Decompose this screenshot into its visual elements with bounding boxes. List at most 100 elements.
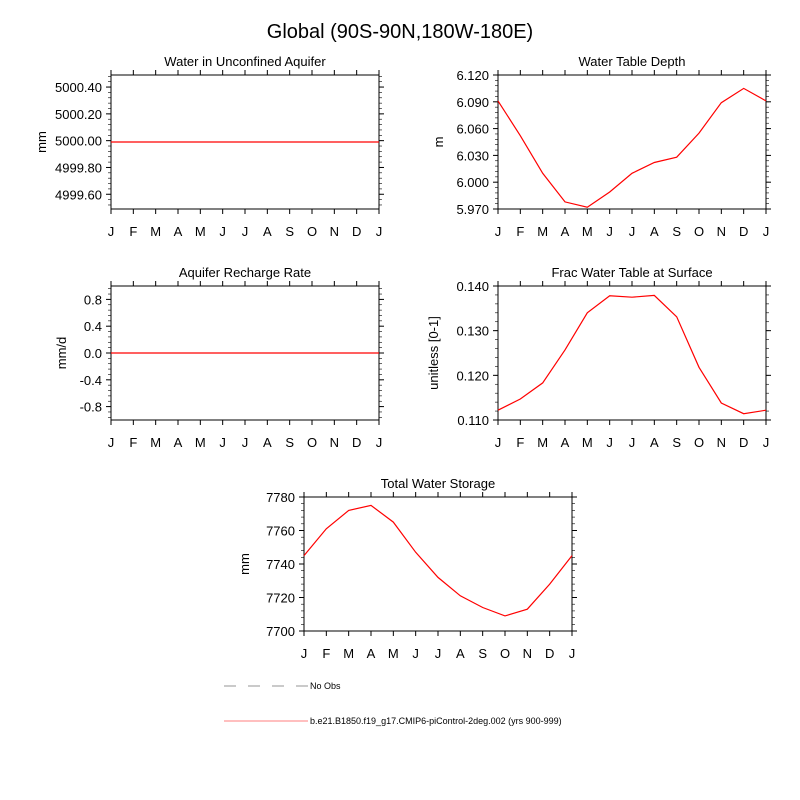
x-tick-label: N	[330, 435, 339, 450]
x-tick-label: M	[582, 224, 593, 239]
y-tick-label: 0.140	[456, 279, 489, 294]
figure-title: Global (90S-90N,180W-180E)	[267, 21, 533, 43]
legend: No Obs b.e21.B1850.f19_g17.CMIP6-piContr…	[224, 681, 562, 726]
x-tick-label: D	[739, 224, 748, 239]
y-axis-label: mm	[34, 131, 49, 153]
plot-frame	[497, 285, 767, 421]
y-tick-label: 0.0	[84, 346, 102, 361]
y-tick-label: 7780	[266, 490, 295, 505]
x-tick-label: J	[301, 646, 308, 661]
x-tick-label: O	[500, 646, 510, 661]
x-tick-label: O	[307, 224, 317, 239]
x-tick-label: J	[108, 224, 115, 239]
x-tick-label: N	[717, 224, 726, 239]
series-line	[497, 87, 767, 208]
x-tick-label: F	[129, 435, 137, 450]
y-tick-label: -0.8	[80, 400, 102, 415]
y-axis-label: mm/d	[54, 337, 69, 370]
x-tick-label: M	[582, 435, 593, 450]
x-tick-label: J	[219, 435, 226, 450]
x-tick-label: A	[174, 224, 183, 239]
y-tick-label: 4999.60	[55, 187, 102, 202]
x-tick-label: F	[516, 224, 524, 239]
y-tick-label: 6.060	[456, 122, 489, 137]
y-tick-label: 6.030	[456, 148, 489, 163]
y-tick-label: 6.120	[456, 68, 489, 83]
x-tick-label: O	[694, 435, 704, 450]
y-axis-label: mm	[237, 553, 252, 575]
x-tick-label: J	[763, 224, 770, 239]
y-axis-label: unitless [0-1]	[426, 316, 441, 390]
series-line	[497, 294, 767, 415]
y-tick-label: 6.000	[456, 175, 489, 190]
series-line	[303, 504, 573, 617]
x-tick-label: A	[456, 646, 465, 661]
y-tick-label: 4999.80	[55, 160, 102, 175]
x-tick-label: D	[352, 435, 361, 450]
x-tick-label: M	[537, 224, 548, 239]
y-tick-label: 5000.00	[55, 134, 102, 149]
x-tick-label: A	[561, 224, 570, 239]
x-tick-label: M	[343, 646, 354, 661]
x-tick-label: O	[694, 224, 704, 239]
x-tick-label: J	[242, 224, 249, 239]
y-tick-label: 7760	[266, 524, 295, 539]
y-tick-label: 7720	[266, 591, 295, 606]
y-tick-label: 6.090	[456, 95, 489, 110]
x-tick-label: M	[195, 224, 206, 239]
x-tick-label: S	[672, 435, 681, 450]
x-tick-label: F	[129, 224, 137, 239]
x-tick-label: N	[717, 435, 726, 450]
y-tick-label: 5.970	[456, 202, 489, 217]
x-tick-label: M	[195, 435, 206, 450]
x-tick-label: O	[307, 435, 317, 450]
x-tick-label: A	[650, 224, 659, 239]
x-tick-label: J	[606, 435, 613, 450]
legend-label-model: b.e21.B1850.f19_g17.CMIP6-piControl-2deg…	[310, 716, 562, 726]
x-tick-label: M	[150, 224, 161, 239]
x-tick-label: A	[263, 435, 272, 450]
legend-label-no-obs: No Obs	[310, 681, 341, 691]
x-tick-label: A	[263, 224, 272, 239]
x-tick-label: J	[412, 646, 419, 661]
plot-frame	[497, 74, 767, 210]
y-tick-label: 7740	[266, 557, 295, 572]
x-tick-label: M	[388, 646, 399, 661]
x-tick-label: J	[376, 224, 383, 239]
panel-title: Water in Unconfined Aquifer	[164, 54, 326, 69]
y-tick-label: 5000.20	[55, 107, 102, 122]
x-tick-label: J	[763, 435, 770, 450]
x-tick-label: N	[523, 646, 532, 661]
x-tick-label: M	[537, 435, 548, 450]
y-tick-label: 0.4	[84, 319, 102, 334]
x-tick-label: D	[545, 646, 554, 661]
x-tick-label: M	[150, 435, 161, 450]
x-tick-label: S	[672, 224, 681, 239]
x-tick-label: J	[495, 224, 502, 239]
x-tick-label: J	[376, 435, 383, 450]
x-tick-label: S	[478, 646, 487, 661]
x-tick-label: J	[242, 435, 249, 450]
y-axis-label: m	[431, 137, 446, 148]
x-tick-label: F	[516, 435, 524, 450]
panel-title: Water Table Depth	[579, 54, 686, 69]
x-tick-label: J	[495, 435, 502, 450]
x-tick-label: A	[174, 435, 183, 450]
x-tick-label: F	[322, 646, 330, 661]
x-tick-label: S	[285, 435, 294, 450]
x-tick-label: S	[285, 224, 294, 239]
plot-frame	[303, 496, 573, 632]
x-tick-label: N	[330, 224, 339, 239]
x-tick-label: D	[352, 224, 361, 239]
y-tick-label: 0.120	[456, 368, 489, 383]
y-tick-label: 0.130	[456, 324, 489, 339]
x-tick-label: J	[435, 646, 442, 661]
panel-title: Frac Water Table at Surface	[551, 265, 712, 280]
x-tick-label: J	[108, 435, 115, 450]
x-tick-label: J	[629, 435, 636, 450]
